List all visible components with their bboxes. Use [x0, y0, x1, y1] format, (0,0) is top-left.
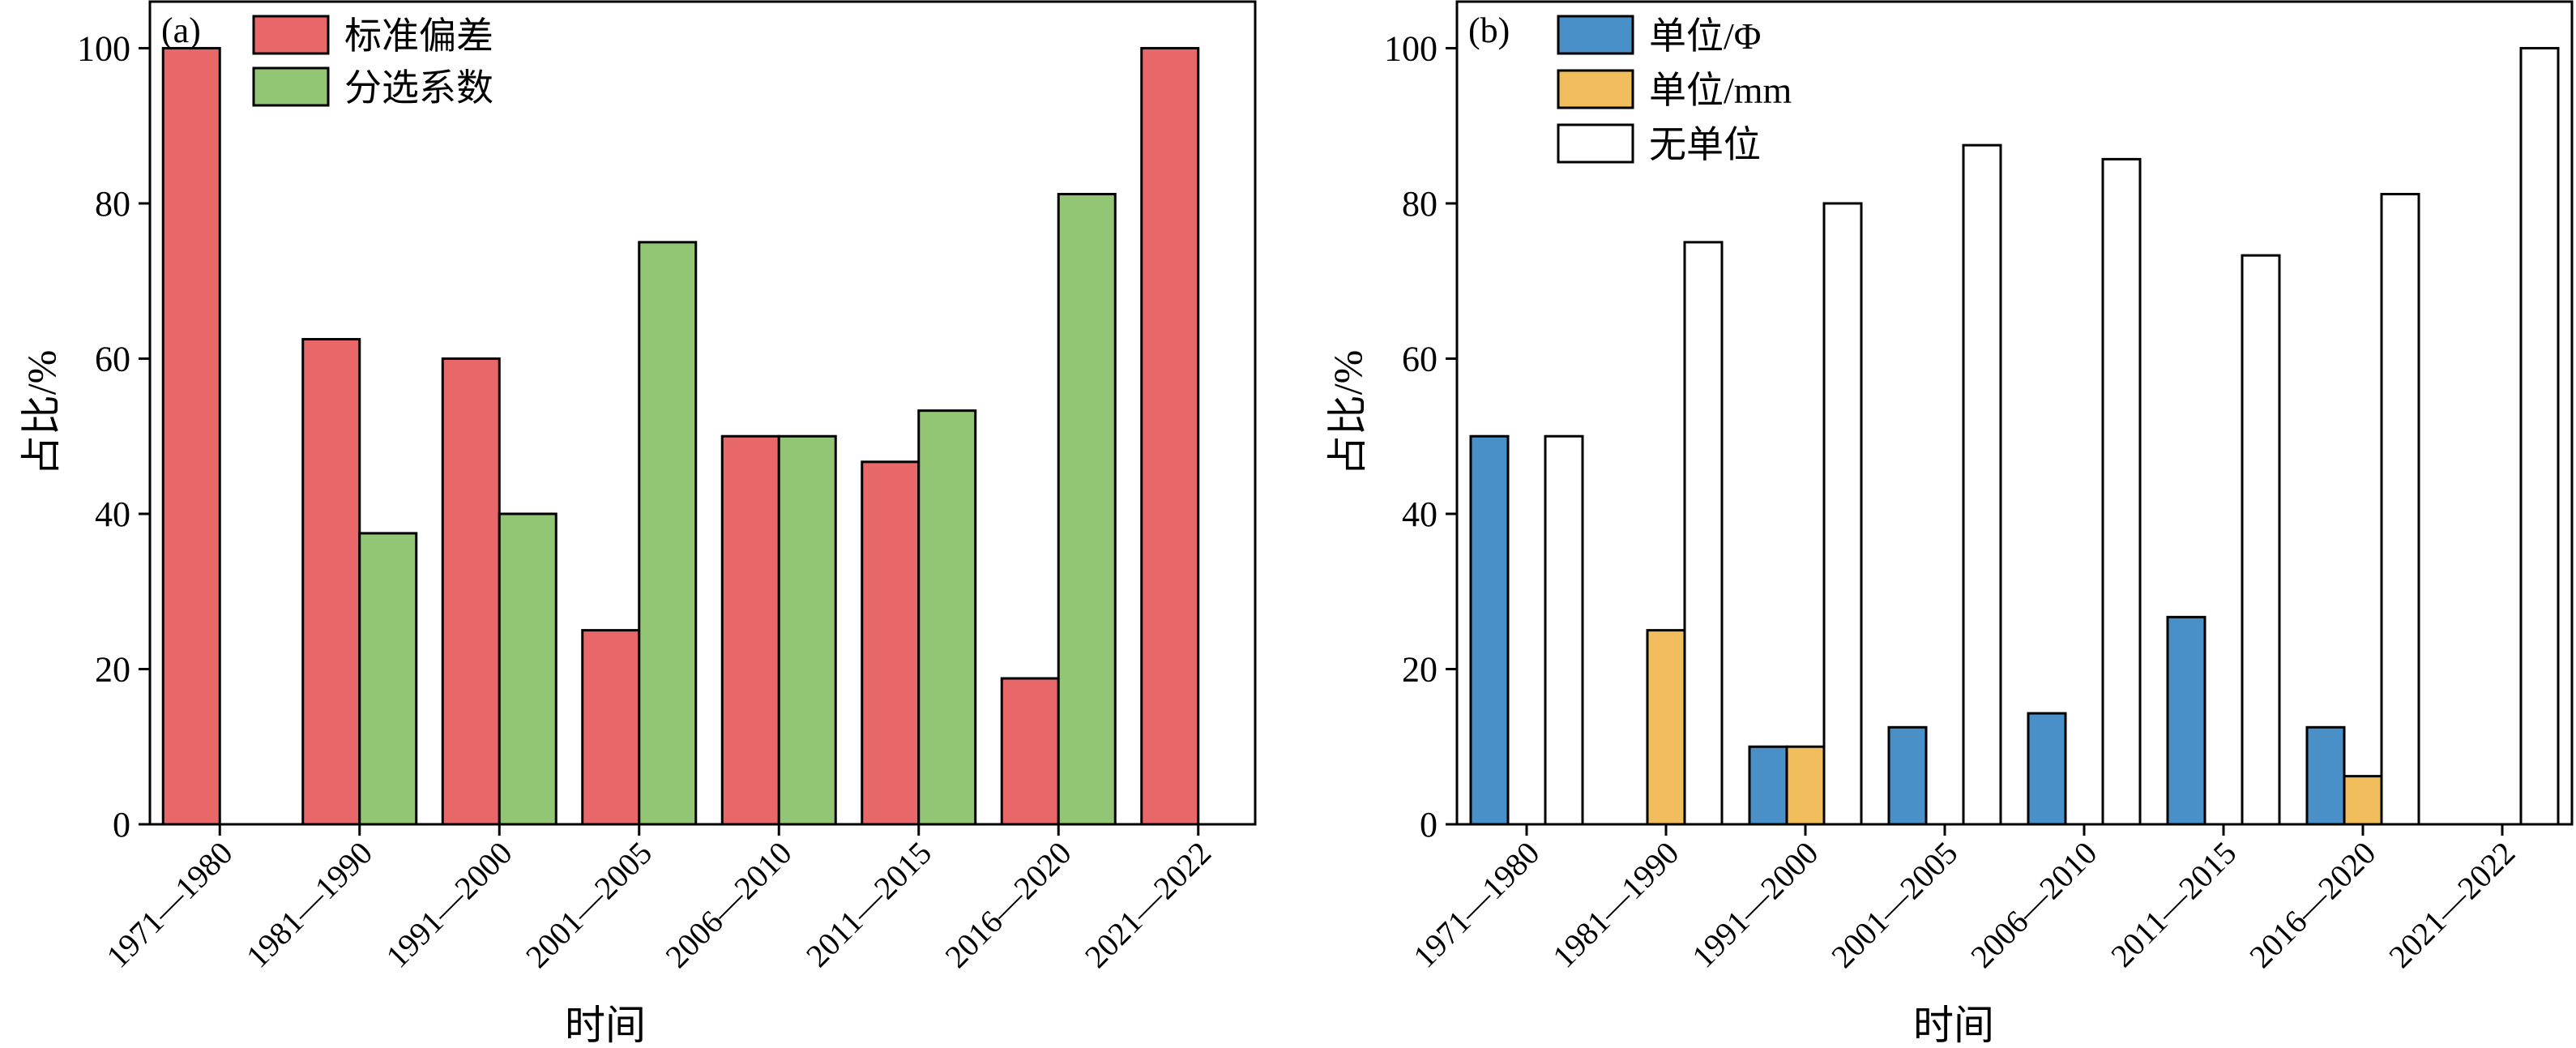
- legend-swatch: [1557, 15, 1634, 55]
- bar-mm: [1785, 745, 1826, 826]
- y-tick-label: 40: [95, 494, 130, 534]
- x-tick-label: 1971—1980: [1406, 835, 1546, 975]
- x-tick-label: 2006—2010: [1963, 835, 2104, 975]
- bar-mm: [2343, 775, 2383, 826]
- chart-panel-b: 0204060801001971—19801981—19901991—20002…: [1325, 0, 2574, 1048]
- bar-std-dev: [1000, 677, 1060, 826]
- bar-sorting: [1057, 192, 1117, 826]
- bar-phi: [2027, 712, 2067, 826]
- bar-none: [1962, 143, 2002, 826]
- x-tick-label: 2011—2015: [799, 835, 938, 974]
- bar-none: [1683, 241, 1724, 826]
- x-tick-label: 1991—2000: [1685, 835, 1825, 975]
- bar-none: [2519, 46, 2560, 826]
- y-axis-title: 占比/%: [19, 350, 64, 477]
- legend-swatch: [252, 15, 330, 55]
- bar-sorting: [638, 241, 698, 826]
- bar-std-dev: [581, 629, 641, 826]
- bar-phi: [2305, 725, 2346, 826]
- y-tick-label: 80: [1402, 184, 1438, 224]
- legend-label: 分选系数: [344, 67, 493, 109]
- legend-label: 标准偏差: [344, 15, 493, 57]
- bar-none: [2101, 157, 2142, 826]
- panel-label: (b): [1468, 11, 1510, 50]
- y-tick-label: 20: [95, 649, 130, 689]
- y-tick-label: 100: [1384, 28, 1438, 68]
- y-tick-label: 100: [77, 28, 130, 68]
- bar-sorting: [777, 434, 837, 826]
- bar-none: [2380, 192, 2420, 826]
- bar-none: [1822, 202, 1863, 826]
- y-tick-label: 60: [1402, 339, 1438, 379]
- y-tick-label: 40: [1402, 494, 1438, 534]
- legend-swatch: [1557, 69, 1634, 109]
- legend-swatch: [1557, 123, 1634, 164]
- x-tick-label: 2021—2022: [2382, 835, 2522, 975]
- x-axis-title: 时间: [1913, 1003, 1994, 1048]
- bar-std-dev: [720, 434, 780, 826]
- bar-sorting: [917, 409, 977, 826]
- x-tick-label: 1971—1980: [99, 835, 239, 975]
- bar-std-dev: [1140, 46, 1200, 826]
- x-tick-label: 2016—2020: [938, 835, 1078, 975]
- legend-label: 无单位: [1649, 124, 1761, 165]
- bar-phi: [2166, 615, 2206, 826]
- x-tick-label: 2011—2015: [2104, 835, 2243, 974]
- x-tick-label: 2001—2005: [519, 835, 659, 975]
- bar-none: [2241, 254, 2281, 826]
- y-tick-label: 0: [1420, 805, 1438, 845]
- bar-phi: [1469, 434, 1510, 826]
- bar-phi: [1748, 745, 1788, 826]
- legend-label: 单位/Φ: [1649, 15, 1761, 57]
- legend-label: 单位/mm: [1649, 70, 1792, 111]
- x-axis-title: 时间: [565, 1003, 646, 1048]
- bar-none: [1544, 434, 1584, 826]
- bar-sorting: [498, 512, 557, 826]
- x-tick-label: 1981—1990: [1545, 835, 1685, 975]
- legend-swatch: [252, 66, 330, 107]
- x-tick-label: 1991—2000: [378, 835, 519, 975]
- bar-sorting: [358, 532, 418, 826]
- y-tick-label: 80: [95, 184, 130, 224]
- bar-std-dev: [161, 46, 221, 826]
- x-tick-label: 2006—2010: [658, 835, 798, 975]
- x-tick-label: 1981—1990: [239, 835, 379, 975]
- x-tick-label: 2016—2020: [2242, 835, 2382, 975]
- bar-std-dev: [441, 357, 501, 826]
- bar-std-dev: [301, 338, 361, 826]
- y-axis-title: 占比/%: [1325, 350, 1370, 477]
- bar-phi: [1887, 725, 1928, 826]
- x-tick-label: 2001—2005: [1824, 835, 1964, 975]
- plot-frame: [1455, 0, 2574, 826]
- x-tick-label: 2021—2022: [1078, 835, 1218, 975]
- y-tick-label: 0: [113, 805, 130, 845]
- y-tick-label: 60: [95, 339, 130, 379]
- plot-frame: [148, 0, 1257, 826]
- bar-mm: [1646, 629, 1686, 826]
- panel-label: (a): [161, 11, 201, 50]
- bar-std-dev: [861, 460, 921, 826]
- y-tick-label: 20: [1402, 649, 1438, 689]
